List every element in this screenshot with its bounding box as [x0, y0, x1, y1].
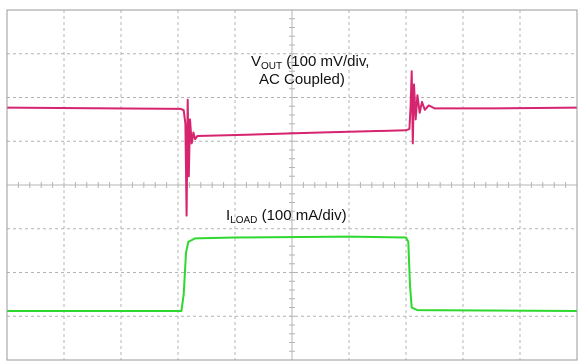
vout-label: VOUT (100 mV/div, [251, 53, 369, 72]
traces [6, 70, 578, 312]
vout-label-rest: (100 mV/div, [282, 53, 369, 70]
iload-label-rest: (100 mA/div) [257, 207, 346, 224]
vout-label-sub: OUT [261, 61, 282, 72]
vout-label-main: V [251, 53, 261, 70]
grid [6, 9, 578, 361]
iload-trace [7, 235, 578, 312]
iload-label-sub: LOAD [230, 215, 257, 226]
vout-trace [6, 70, 578, 217]
iload-label: ILOAD (100 mA/div) [226, 207, 347, 226]
vout-label-line2: AC Coupled) [259, 71, 345, 88]
iload-label-main: I [226, 207, 230, 224]
plot-border [6, 9, 578, 361]
